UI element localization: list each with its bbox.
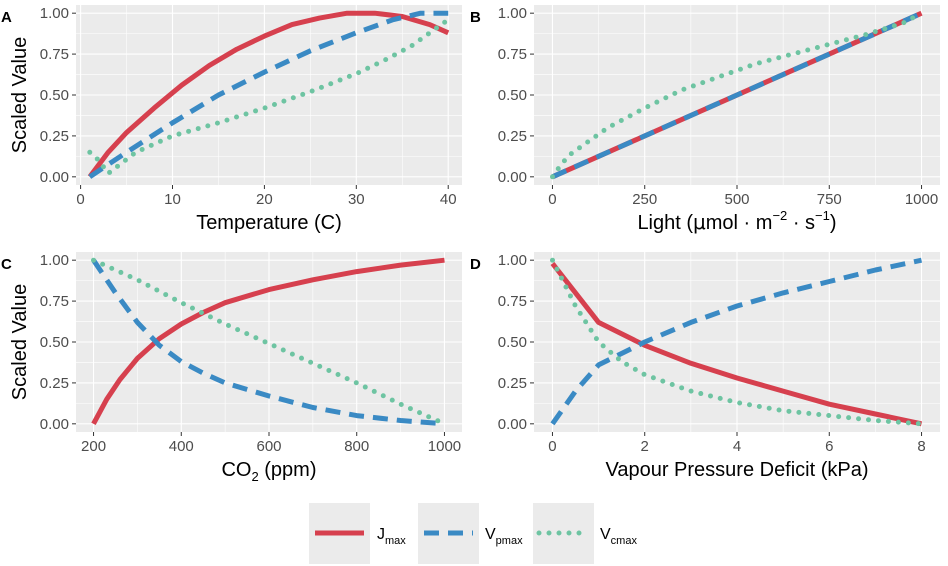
panel-d-series-vpmax xyxy=(550,257,923,426)
panel-a-x-tick-label: 10 xyxy=(164,191,181,208)
panel-b-x-axis-title: Light (μmol · m−2 · s−1) xyxy=(637,208,836,234)
panel-c-x-tick-label: 200 xyxy=(81,438,106,455)
panel-a-y-axis-title: Scaled Value xyxy=(9,37,31,153)
panel-a-series-jmax xyxy=(87,10,450,179)
panel-a-series-vpmax xyxy=(88,10,449,179)
panel-d-x-tick-label: 8 xyxy=(917,438,925,455)
panel-a-x-tick-label: 0 xyxy=(76,191,84,208)
panel-d-y-tick-label: 0.00 xyxy=(498,416,527,433)
panel-b-y-tick-label: 0.50 xyxy=(498,87,527,104)
panel-a-series-vcmax xyxy=(87,17,451,176)
panel-a-x-tick-label: 40 xyxy=(440,191,457,208)
panel-d-y-tick-label: 0.75 xyxy=(498,293,527,310)
legend-label-vcmax: Vcmax xyxy=(600,526,637,547)
panel-a-y-tick-label: 0.25 xyxy=(40,128,69,145)
legend-item-jmax: Jmax xyxy=(309,503,406,564)
panel-d-x-tick-label: 4 xyxy=(733,438,741,455)
panel-b-x-tick-label: 0 xyxy=(548,191,556,208)
panel-c-y-tick-label: 0.25 xyxy=(40,375,69,392)
panel-b: 0 250 500 750 1000 0.00 0.25 0.50 0.75 1.00 B Lig… xyxy=(470,5,940,234)
panel-d: 0 2 4 6 8 0.00 0.25 0.50 0.75 1.00 D Vapour Press… xyxy=(470,252,940,481)
panel-b-y-tick-label: 0.00 xyxy=(498,169,527,186)
panel-c-x-tick-label: 1000 xyxy=(428,438,461,455)
panel-c-x-tick-label: 400 xyxy=(169,438,194,455)
panel-b-x-tick-label: 750 xyxy=(817,191,842,208)
panel-c-x-tick-label: 800 xyxy=(344,438,369,455)
panel-c-y-axis-title: Scaled Value xyxy=(9,284,31,400)
panel-d-x-tick-label: 6 xyxy=(825,438,833,455)
panel-b-tag: B xyxy=(470,9,481,26)
panel-c-x-axis-title: CO2 (ppm) xyxy=(221,459,316,484)
panel-a-x-axis-title: Temperature (C) xyxy=(196,212,342,234)
panel-b-x-tick-label: 1000 xyxy=(905,191,938,208)
panel-c: 200 400 600 800 1000 0.00 0.25 0.50 0.75 1.00 C C… xyxy=(1,252,462,484)
panel-a: 0 10 20 30 40 0.00 0.25 0.50 0.75 1.00 A Temperat… xyxy=(1,5,462,234)
panel-a-y-tick-label: 0.00 xyxy=(40,169,69,186)
panel-a-y-tick-label: 0.75 xyxy=(40,46,69,63)
panel-d-y-tick-label: 0.50 xyxy=(498,334,527,351)
panel-b-y-tick-label: 1.00 xyxy=(498,5,527,22)
panel-a-y-tick-label: 1.00 xyxy=(40,5,69,22)
legend-item-vpmax: Vpmax xyxy=(418,503,523,564)
panel-d-series-vcmax xyxy=(550,257,924,427)
panel-a-x-tick-label: 20 xyxy=(256,191,273,208)
panel-d-x-tick-label: 0 xyxy=(548,438,556,455)
panel-c-y-tick-label: 0.00 xyxy=(40,416,69,433)
legend-key-vcmax xyxy=(533,503,594,564)
panel-c-series-vpmax xyxy=(91,258,445,427)
legend: Jmax Vpmax Vcmax xyxy=(309,503,637,564)
panel-a-y-tick-label: 0.50 xyxy=(40,87,69,104)
panel-b-x-tick-label: 250 xyxy=(632,191,657,208)
panel-c-y-tick-label: 0.50 xyxy=(40,334,69,351)
panel-b-x-tick-label: 500 xyxy=(724,191,749,208)
legend-item-vcmax: Vcmax xyxy=(533,503,637,564)
panel-d-x-tick-label: 2 xyxy=(641,438,649,455)
panel-b-y-tick-label: 0.25 xyxy=(498,128,527,145)
panel-d-x-axis-title: Vapour Pressure Deficit (kPa) xyxy=(605,459,868,481)
panel-d-series-jmax xyxy=(550,261,923,427)
legend-label-vpmax: Vpmax xyxy=(485,526,523,547)
panel-d-tag: D xyxy=(470,256,481,273)
panel-c-x-tick-label: 600 xyxy=(256,438,281,455)
legend-label-jmax: Jmax xyxy=(377,526,406,547)
panel-b-y-tick-label: 0.75 xyxy=(498,46,527,63)
panel-c-y-tick-label: 0.75 xyxy=(40,293,69,310)
panel-a-x-tick-label: 30 xyxy=(348,191,365,208)
panel-a-tag: A xyxy=(1,9,12,26)
panel-d-y-tick-label: 0.25 xyxy=(498,375,527,392)
panel-b-series-vpmax xyxy=(551,10,923,180)
panel-c-tag: C xyxy=(1,256,12,273)
panel-d-y-tick-label: 1.00 xyxy=(498,252,527,269)
panel-c-y-tick-label: 1.00 xyxy=(40,252,69,269)
